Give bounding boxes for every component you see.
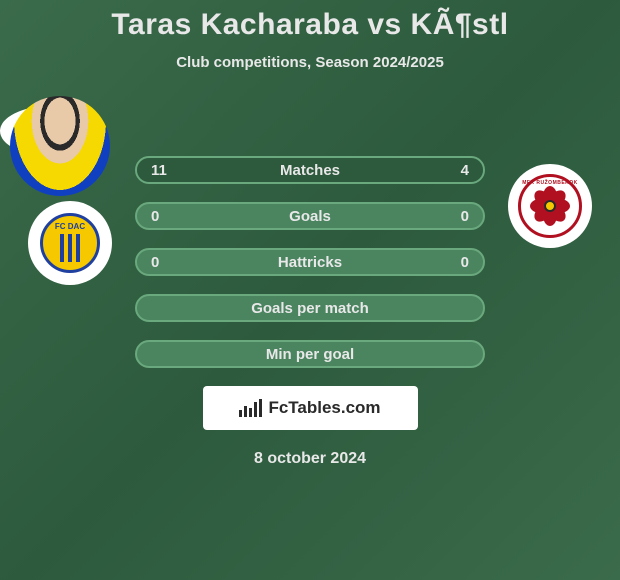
stat-row: 11 Matches 4 — [135, 156, 485, 184]
stat-value-right: 0 — [461, 208, 469, 225]
stat-value-right: 0 — [461, 254, 469, 271]
stat-label: Matches — [280, 162, 340, 179]
stats-container: 11 Matches 4 0 Goals 0 0 Hattricks 0 Goals per ma… — [135, 156, 485, 368]
stat-label: Min per goal — [266, 346, 354, 363]
stat-value-left: 0 — [151, 208, 159, 225]
chart-icon — [239, 399, 262, 417]
player-photo-left — [10, 96, 110, 196]
dac-logo-icon — [40, 213, 100, 273]
stat-row: 0 Goals 0 — [135, 202, 485, 230]
infographic-container: Taras Kacharaba vs KÃ¶stl Club competiti… — [0, 0, 620, 468]
subtitle: Club competitions, Season 2024/2025 — [0, 54, 620, 71]
stat-row: Min per goal — [135, 340, 485, 368]
ruzomberok-logo-icon: MFK RUŽOMBEROK — [518, 174, 582, 238]
main-area: MFK RUŽOMBEROK 11Matches40Goals00Ha — [0, 106, 620, 468]
stat-value-left: 0 — [151, 254, 159, 271]
branding-badge: FcTables.com — [203, 386, 418, 430]
stat-label: Goals — [289, 208, 331, 225]
date-text: 8 october 2024 — [0, 450, 620, 468]
stat-row: Goals per match — [135, 294, 485, 322]
stat-value-left: 11 — [151, 162, 167, 179]
stat-label: Hattricks — [278, 254, 342, 271]
club-logo-right: MFK RUŽOMBEROK — [508, 164, 592, 248]
stat-label: Goals per match — [251, 300, 369, 317]
brand-text: FcTables.com — [268, 398, 380, 418]
club-logo-left — [28, 201, 112, 285]
stat-value-right: 4 — [461, 162, 469, 179]
stat-row: 0 Hattricks 0 — [135, 248, 485, 276]
page-title: Taras Kacharaba vs KÃ¶stl — [0, 8, 620, 42]
